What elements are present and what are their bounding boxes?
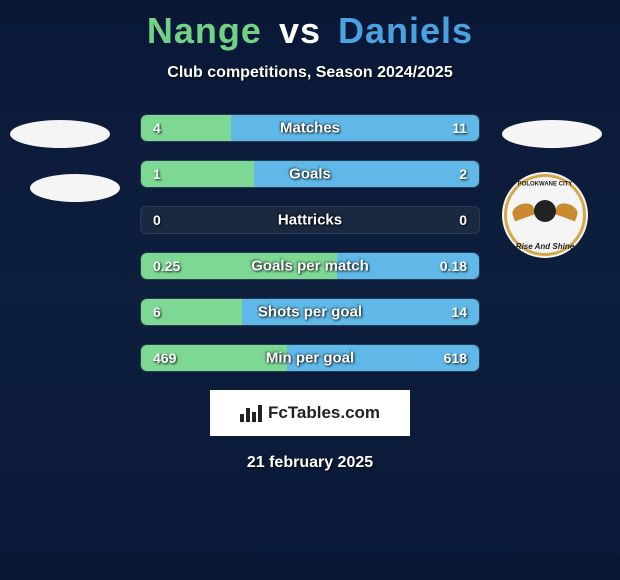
stat-value-right: 0	[459, 212, 467, 228]
stat-row: 1 2 Goals	[140, 160, 480, 188]
footer-date: 21 february 2025	[0, 454, 620, 472]
stat-value-left: 1	[153, 166, 161, 182]
player2-name: Daniels	[338, 10, 473, 51]
team-crest: POLOKWANE CITY Rise And Shine	[502, 172, 588, 258]
stat-value-right: 11	[452, 120, 467, 136]
stat-value-left: 469	[153, 350, 176, 366]
right-bar	[231, 115, 479, 141]
crest-ball-icon	[534, 200, 556, 222]
stat-value-left: 0	[153, 212, 161, 228]
stat-row: 0 0 Hattricks	[140, 206, 480, 234]
right-bar	[254, 161, 479, 187]
stat-row: 4 11 Matches	[140, 114, 480, 142]
badge-oval	[10, 120, 110, 148]
vs-text: vs	[279, 10, 321, 51]
brand-text: FcTables.com	[268, 403, 380, 423]
subtitle: Club competitions, Season 2024/2025	[0, 64, 620, 82]
stat-label: Matches	[280, 120, 340, 137]
fctables-brand: FcTables.com	[210, 390, 410, 436]
stat-label: Min per goal	[266, 350, 354, 367]
comparison-title: Nange vs Daniels	[0, 0, 620, 52]
stat-value-left: 0.25	[153, 258, 180, 274]
stat-value-left: 4	[153, 120, 161, 136]
left-team-badge	[10, 120, 120, 202]
stat-row: 0.25 0.18 Goals per match	[140, 252, 480, 280]
stat-value-right: 2	[459, 166, 467, 182]
stat-value-right: 14	[451, 304, 467, 320]
stat-row: 6 14 Shots per goal	[140, 298, 480, 326]
stat-label: Shots per goal	[258, 304, 362, 321]
stat-row: 469 618 Min per goal	[140, 344, 480, 372]
player1-name: Nange	[147, 10, 262, 51]
stat-label: Hattricks	[278, 212, 342, 229]
bar-chart-icon	[240, 404, 262, 422]
stat-value-right: 618	[444, 350, 467, 366]
stat-value-left: 6	[153, 304, 161, 320]
crest-text-bottom: Rise And Shine	[502, 242, 588, 251]
crest-text-top: POLOKWANE CITY	[513, 180, 578, 187]
stat-label: Goals	[289, 166, 331, 183]
right-team-badge: POLOKWANE CITY Rise And Shine	[502, 120, 602, 258]
stat-label: Goals per match	[251, 258, 369, 275]
badge-oval	[502, 120, 602, 148]
badge-oval	[30, 174, 120, 202]
stat-value-right: 0.18	[440, 258, 467, 274]
